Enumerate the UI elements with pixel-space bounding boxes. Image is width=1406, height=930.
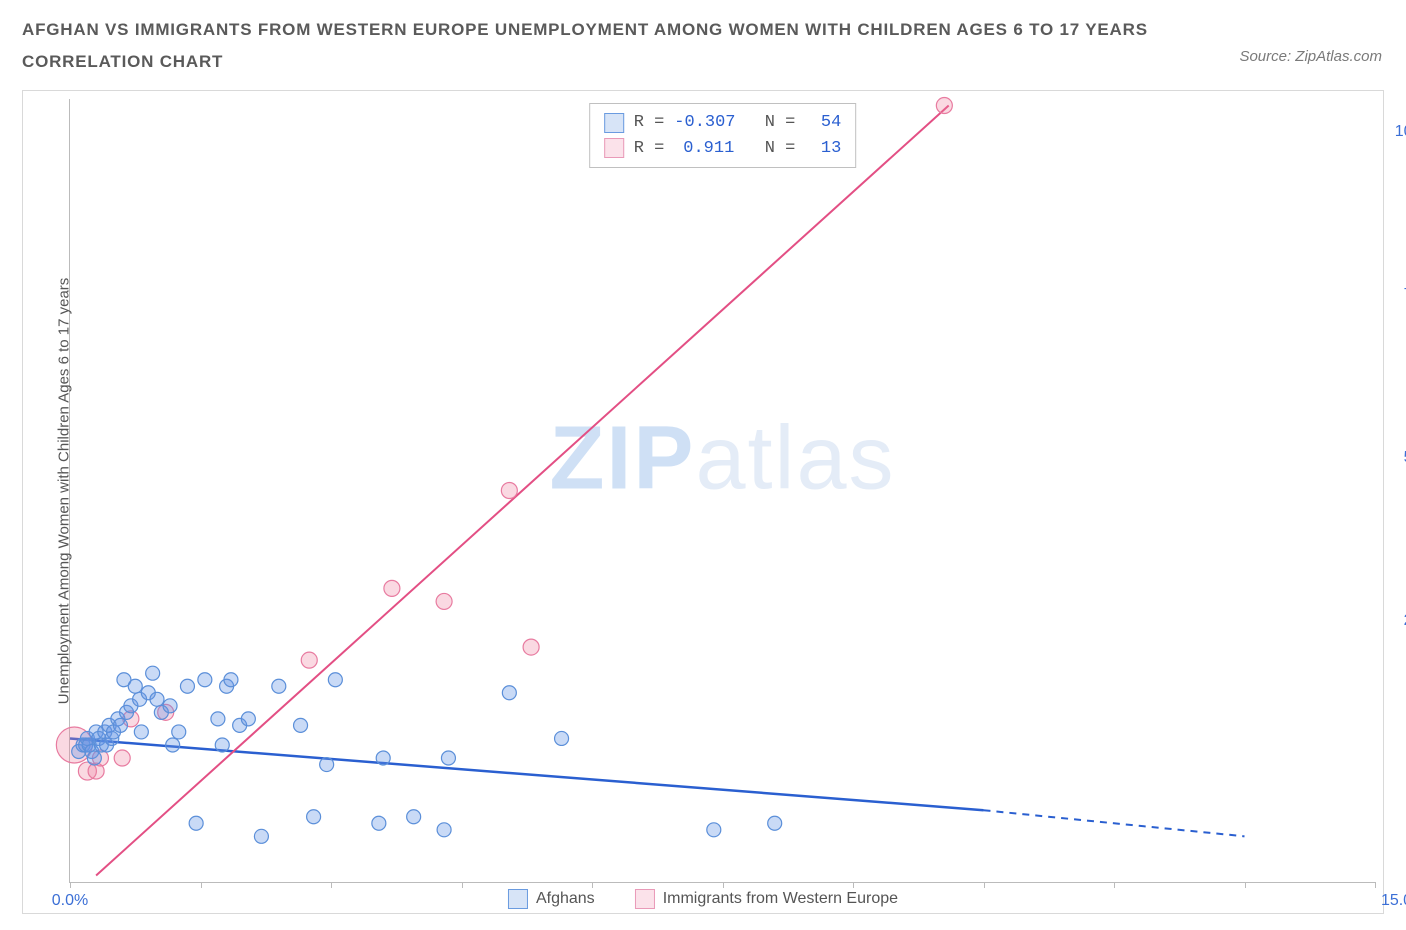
x-tick-mark <box>592 882 593 888</box>
chart-title-line2: CORRELATION CHART <box>22 46 1384 78</box>
data-point-blue <box>172 725 186 739</box>
trend-line-pink <box>96 106 949 876</box>
data-point-blue <box>437 823 451 837</box>
stats-box: R =-0.307 N =54R =0.911 N =13 <box>589 103 857 168</box>
data-point-blue <box>241 712 255 726</box>
data-point-blue <box>211 712 225 726</box>
x-tick-mark <box>1245 882 1246 888</box>
data-point-blue <box>272 679 286 693</box>
data-point-blue <box>163 699 177 713</box>
data-point-blue <box>180 679 194 693</box>
data-point-blue <box>87 751 101 765</box>
data-point-pink <box>936 98 952 114</box>
data-point-blue <box>441 751 455 765</box>
legend-item-western-europe: Immigrants from Western Europe <box>635 889 898 909</box>
chart-title-line1: AFGHAN VS IMMIGRANTS FROM WESTERN EUROPE… <box>22 14 1384 46</box>
data-point-blue <box>555 731 569 745</box>
data-point-blue <box>768 816 782 830</box>
data-point-blue <box>502 686 516 700</box>
data-point-blue <box>707 823 721 837</box>
data-point-blue <box>113 718 127 732</box>
x-tick-label: 15.0% <box>1381 892 1406 910</box>
data-point-blue <box>166 738 180 752</box>
x-tick-mark <box>462 882 463 888</box>
legend-item-afghans: Afghans <box>508 889 595 909</box>
bottom-legend: Afghans Immigrants from Western Europe <box>508 889 898 909</box>
trend-line-blue-dash <box>984 810 1245 836</box>
y-tick-label: 100.0% <box>1395 123 1406 141</box>
data-point-blue <box>134 725 148 739</box>
legend-swatch-pink <box>635 889 655 909</box>
x-tick-mark <box>331 882 332 888</box>
data-point-pink <box>114 750 130 766</box>
plot-svg <box>70 99 1375 882</box>
data-point-pink <box>523 639 539 655</box>
data-point-pink <box>301 652 317 668</box>
data-point-blue <box>198 673 212 687</box>
x-tick-mark <box>723 882 724 888</box>
source-attribution: Source: ZipAtlas.com <box>1239 48 1382 65</box>
plot-area: Unemployment Among Women with Children A… <box>69 99 1375 883</box>
x-tick-mark <box>1375 882 1376 888</box>
data-point-blue <box>189 816 203 830</box>
data-point-blue <box>328 673 342 687</box>
data-point-blue <box>307 810 321 824</box>
data-point-blue <box>146 666 160 680</box>
data-point-pink <box>501 483 517 499</box>
stats-swatch-pink <box>604 138 624 158</box>
x-tick-mark <box>70 882 71 888</box>
data-point-blue <box>254 829 268 843</box>
x-tick-label: 0.0% <box>52 892 88 910</box>
data-point-blue <box>224 673 238 687</box>
data-point-blue <box>407 810 421 824</box>
data-point-pink <box>436 593 452 609</box>
chart-container: Unemployment Among Women with Children A… <box>22 90 1384 914</box>
legend-swatch-blue <box>508 889 528 909</box>
x-tick-mark <box>201 882 202 888</box>
stats-swatch-blue <box>604 113 624 133</box>
data-point-blue <box>150 692 164 706</box>
data-point-blue <box>376 751 390 765</box>
data-point-blue <box>372 816 386 830</box>
stats-row-pink: R =0.911 N =13 <box>604 136 842 162</box>
data-point-blue <box>215 738 229 752</box>
data-point-blue <box>128 679 142 693</box>
x-tick-mark <box>853 882 854 888</box>
data-point-pink <box>384 580 400 596</box>
stats-row-blue: R =-0.307 N =54 <box>604 110 842 136</box>
data-point-blue <box>294 718 308 732</box>
x-tick-mark <box>1114 882 1115 888</box>
data-point-blue <box>320 758 334 772</box>
x-tick-mark <box>984 882 985 888</box>
